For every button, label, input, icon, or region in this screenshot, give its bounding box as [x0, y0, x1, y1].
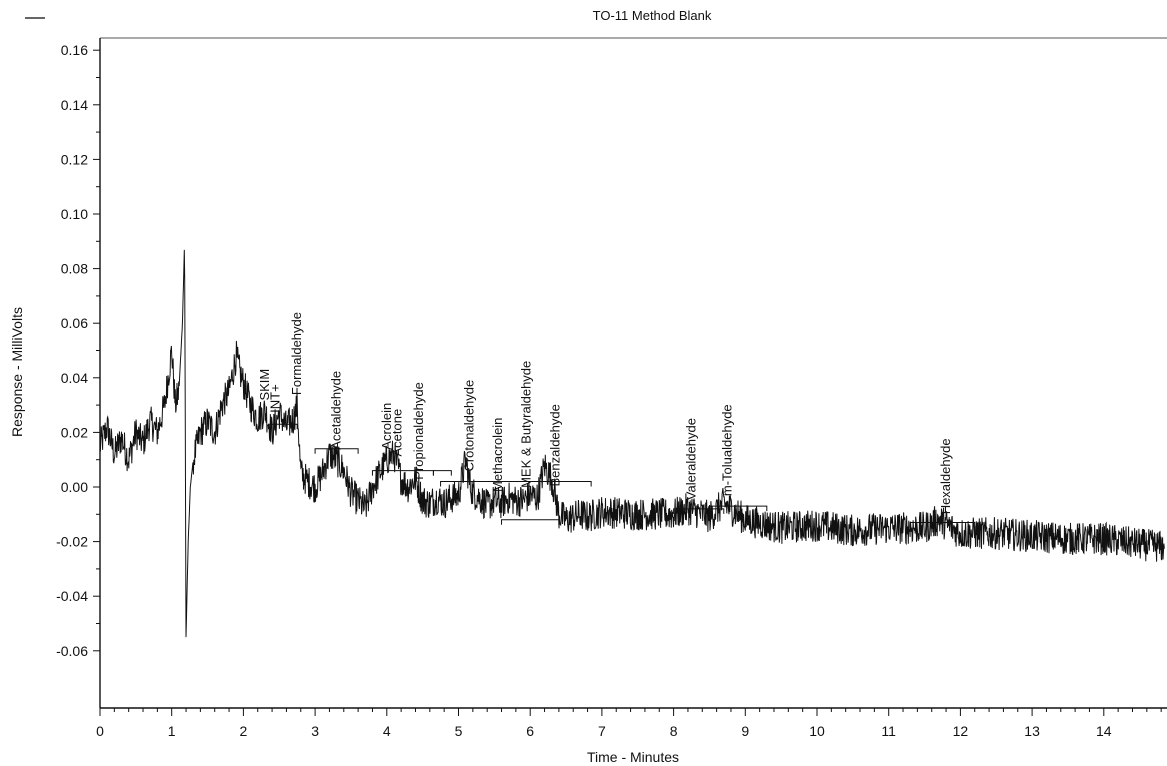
peak-label: Valeraldehyde — [684, 418, 699, 500]
peak-label: Acrolein — [379, 403, 394, 450]
x-tick-label: 14 — [1096, 723, 1112, 739]
y-axis-ticks: 0.16 0.14 0.12 0.10 0.08 0.06 0.04 0.02 0.00 -0.0… — [56, 42, 100, 659]
x-tick-label: 5 — [455, 723, 463, 739]
y-tick-label: 0.10 — [61, 206, 88, 222]
x-tick-label: 4 — [383, 723, 391, 739]
chart-title: TO-11 Method Blank — [593, 8, 712, 23]
peak-label: Benzaldehyde — [547, 404, 562, 486]
peak-label: Methacrolein — [490, 418, 505, 492]
x-tick-label: 9 — [741, 723, 749, 739]
y-tick-label: 0.16 — [61, 42, 88, 58]
x-tick-label: 8 — [670, 723, 678, 739]
x-tick-label: 11 — [881, 723, 896, 739]
x-tick-label: 10 — [809, 723, 825, 739]
peak-label: SKIM — [257, 369, 272, 401]
baseline-bracket — [501, 519, 560, 525]
x-tick-label: 7 — [598, 723, 606, 739]
peak-label: INT+ — [268, 384, 283, 413]
peak-label: Hexaldehyde — [938, 438, 953, 514]
y-axis-title: Response - MilliVolts — [9, 307, 25, 437]
y-tick-label: 0.06 — [61, 315, 88, 331]
y-tick-label: -0.06 — [56, 643, 88, 659]
y-tick-label: 0.02 — [61, 424, 88, 440]
peak-label: Acetaldehyde — [329, 371, 344, 450]
x-tick-label: 6 — [526, 723, 534, 739]
y-tick-label: 0.12 — [61, 151, 88, 167]
y-tick-label: 0.00 — [61, 479, 88, 495]
peak-label: MEK & Butyraldehyde — [519, 361, 534, 488]
x-tick-label: 0 — [96, 723, 104, 739]
y-tick-label: -0.02 — [56, 534, 88, 550]
y-tick-label: 0.14 — [61, 97, 88, 113]
peak-label: m-Tolualdehyde — [719, 404, 734, 496]
x-tick-label: 3 — [311, 723, 319, 739]
y-tick-label: 0.08 — [61, 261, 88, 277]
chromatogram-trace — [99, 249, 1165, 638]
x-tick-label: 13 — [1024, 723, 1040, 739]
baseline-bracket — [432, 470, 452, 476]
peak-label: Crotonaldehyde — [461, 380, 476, 472]
y-tick-label: 0.04 — [61, 370, 88, 386]
peak-label: Propionaldehyde — [411, 382, 426, 480]
baseline-bracket — [440, 481, 592, 487]
x-axis-ticks: 0 1 2 3 4 5 6 7 8 9 10 11 12 13 14 — [96, 708, 1162, 739]
peak-label: Formaldehyde — [289, 312, 304, 395]
x-tick-label: 1 — [168, 723, 176, 739]
x-tick-label: 2 — [240, 723, 248, 739]
peak-label: Acetone — [390, 409, 405, 457]
x-axis-title: Time - Minutes — [587, 749, 679, 765]
y-tick-label: -0.04 — [56, 588, 88, 604]
x-tick-label: 12 — [953, 723, 969, 739]
